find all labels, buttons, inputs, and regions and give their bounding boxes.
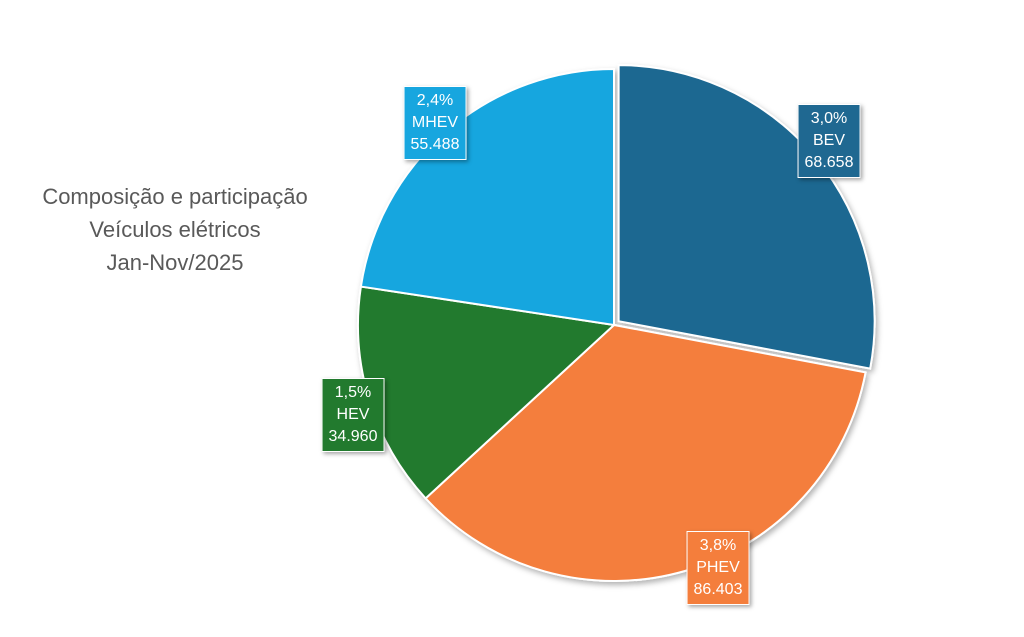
data-label-name: MHEV xyxy=(411,114,459,131)
chart-title-line-3: Jan-Nov/2025 xyxy=(106,250,244,275)
chart-title-line-1: Composição e participação xyxy=(42,184,308,209)
data-label-value: 68.658 xyxy=(804,154,854,171)
data-label-value: 86.403 xyxy=(693,581,743,598)
pie-slice-mhev xyxy=(359,67,615,327)
data-label-bev: 3,0% BEV 68.658 xyxy=(797,104,861,178)
data-label-percent: 2,4% xyxy=(416,92,454,109)
data-label-percent: 3,0% xyxy=(810,110,848,127)
data-label-hev: 1,5% HEV 34.960 xyxy=(321,378,385,452)
chart-title: Composição e participação Veículos elétr… xyxy=(0,180,350,279)
data-label-value: 55.488 xyxy=(410,136,460,153)
data-label-phev: 3,8% PHEV 86.403 xyxy=(686,531,750,605)
pie-slice-phev xyxy=(424,323,867,582)
data-label-mhev: 2,4% MHEV 55.488 xyxy=(403,86,467,160)
data-label-value: 34.960 xyxy=(328,428,378,445)
data-label-name: BEV xyxy=(812,132,845,149)
data-label-name: PHEV xyxy=(696,559,740,576)
data-label-name: HEV xyxy=(336,406,370,423)
data-label-percent: 3,8% xyxy=(699,537,737,554)
chart-title-line-2: Veículos elétricos xyxy=(89,217,261,242)
data-label-percent: 1,5% xyxy=(334,384,372,401)
